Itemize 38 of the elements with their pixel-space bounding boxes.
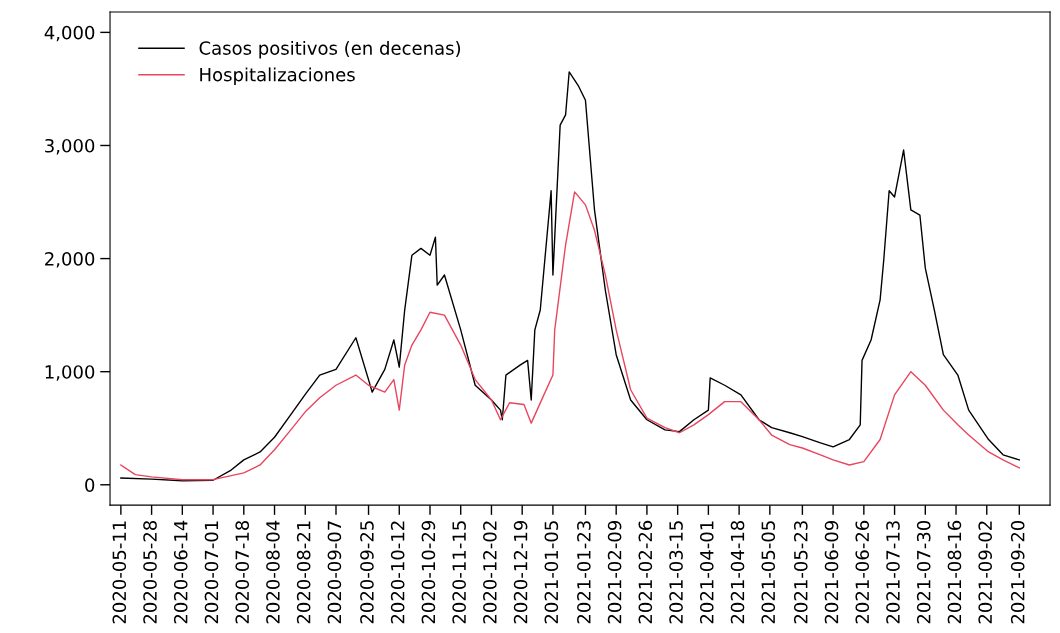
line-series [120, 191, 1020, 481]
x-tick-label: 2021-01-23 [577, 521, 591, 624]
x-tick-label: 2021-01-05 [544, 521, 559, 624]
x-tick-label: 2020-06-14 [173, 520, 188, 624]
x-tick-label: 2021-03-15 [669, 521, 683, 624]
x-tick-label: 2020-09-25 [360, 521, 374, 624]
x-tick-label: 2021-07-13 [886, 521, 900, 624]
x-tick-label: 2021-05-05 [761, 521, 776, 624]
y-tick-label: 3,000 [45, 138, 95, 155]
x-tick-label: 2020-12-02 [483, 521, 497, 624]
x-tick-label: 2020-10-12 [390, 521, 405, 624]
x-tick-label: 2020-07-01 [204, 521, 219, 624]
legend-label: Casos positivos (en decenas) [199, 40, 461, 59]
x-tick-label: 2021-05-23 [793, 521, 808, 624]
y-tick-label: 0 [85, 478, 95, 492]
x-tick-label: 2020-07-18 [235, 520, 250, 624]
x-tick-label: 2020-12-19 [513, 520, 528, 624]
x-tick-label: 2021-06-26 [855, 520, 870, 624]
x-tick-label: 2020-08-04 [266, 520, 280, 624]
y-tick-label: 1,000 [45, 365, 95, 381]
x-tick-label: 2021-04-18 [730, 520, 745, 624]
x-tick-label: 2021-06-09 [824, 520, 839, 624]
x-tick-label: 2021-02-26 [638, 520, 653, 624]
x-tick-label: 2020-05-28 [143, 520, 157, 624]
x-tick-label: 2020-09-07 [327, 521, 342, 624]
x-tick-label: 2020-08-21 [296, 521, 311, 624]
legend-label: Hospitalizaciones [200, 67, 355, 85]
y-tick-label: 2,000 [45, 252, 95, 268]
x-tick-label: 2021-09-02 [978, 521, 993, 624]
x-tick-label: 2021-07-30 [916, 520, 931, 624]
x-tick-label: 2021-09-20 [1010, 520, 1025, 624]
x-tick-label: 2020-10-29 [421, 520, 436, 624]
x-tick-label: 2021-02-09 [607, 520, 622, 624]
x-tick-label: 2021-04-01 [699, 521, 714, 624]
y-tick-label: 4,000 [44, 25, 95, 42]
x-tick-label: 2020-05-11 [112, 521, 127, 624]
x-tick-label: 2020-11-15 [452, 521, 466, 624]
x-tick-label: 2021-08-16 [947, 520, 962, 624]
